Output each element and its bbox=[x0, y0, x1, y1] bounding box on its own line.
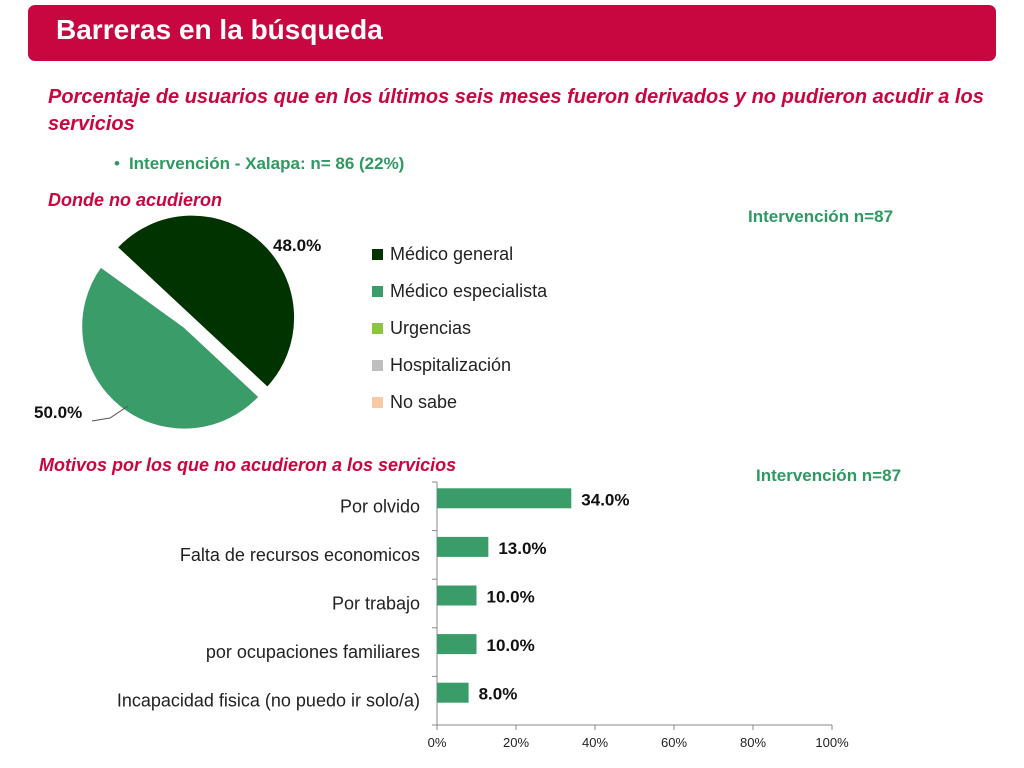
chart-subtitle: Porcentaje de usuarios que en los último… bbox=[48, 86, 984, 135]
pie-label-medico-especialista: 48.0% bbox=[273, 236, 322, 255]
legend-item-medico-especialista: Médico especialista bbox=[372, 273, 547, 310]
bullet-icon: • bbox=[114, 154, 120, 173]
legend-label: Urgencias bbox=[390, 318, 472, 338]
x-tick-label: 100% bbox=[815, 735, 849, 750]
bar-category-label: Falta de recursos economicos bbox=[180, 545, 420, 565]
bar-category-label: Incapacidad fisica (no puedo ir solo/a) bbox=[117, 691, 420, 711]
bar-por-olvido bbox=[437, 488, 572, 509]
sample-size-text: Intervención - Xalapa: n= 86 (22%) bbox=[128, 154, 405, 173]
pie-section-title: Donde no acudieron bbox=[48, 190, 223, 210]
pie-slice-medico-especialista bbox=[80, 264, 261, 431]
legend-item-hospitalizacion: Hospitalización bbox=[372, 347, 547, 384]
legend-swatch bbox=[372, 286, 383, 297]
header-bar bbox=[28, 5, 996, 61]
bar-category-label: Por olvido bbox=[340, 496, 420, 516]
bar-n-label: Intervención n=87 bbox=[756, 466, 902, 485]
pie-slice-medico-general bbox=[115, 213, 296, 390]
bar-section-title: Motivos por los que no acudieron a los s… bbox=[39, 455, 457, 475]
legend-item-medico-general: Médico general bbox=[372, 236, 547, 273]
legend-label: Médico general bbox=[390, 244, 514, 264]
bar-value-label: 10.0% bbox=[487, 588, 535, 607]
bar-value-label: 34.0% bbox=[581, 490, 629, 509]
x-tick-label: 80% bbox=[740, 735, 766, 750]
bar-incapacidad-fisica-no-puedo-ir-solo-a bbox=[437, 682, 469, 703]
x-tick-label: 60% bbox=[661, 735, 687, 750]
bar-value-label: 13.0% bbox=[498, 539, 546, 558]
legend-item-no-sabe: No sabe bbox=[372, 384, 547, 421]
legend-label: No sabe bbox=[390, 392, 458, 412]
bar-value-label: 10.0% bbox=[487, 636, 535, 655]
legend-swatch bbox=[372, 249, 383, 260]
bar-category-label: por ocupaciones familiares bbox=[206, 642, 420, 662]
bar-category-label: Por trabajo bbox=[332, 594, 420, 614]
x-tick-label: 40% bbox=[582, 735, 608, 750]
x-tick-label: 0% bbox=[428, 735, 447, 750]
bar-por-trabajo bbox=[437, 585, 477, 606]
legend-item-urgencias: Urgencias bbox=[372, 310, 547, 347]
sample-size-note: • Intervención - Xalapa: n= 86 (22%) bbox=[114, 154, 404, 174]
pie-label-medico-general: 50.0% bbox=[34, 403, 83, 422]
legend-label: Hospitalización bbox=[390, 355, 512, 375]
bar-falta-de-recursos-economicos bbox=[437, 536, 489, 557]
legend-label: Médico especialista bbox=[390, 281, 548, 301]
bar-por-ocupaciones-familiares bbox=[437, 634, 477, 655]
pie-n-label: Intervención n=87 bbox=[748, 207, 894, 226]
legend-swatch bbox=[372, 323, 383, 334]
pie-legend: Médico general Médico especialista Urgen… bbox=[372, 236, 547, 421]
page-title: Barreras en la búsqueda bbox=[56, 14, 383, 45]
legend-swatch bbox=[372, 360, 383, 371]
pie-leader-line bbox=[91, 405, 129, 422]
legend-swatch bbox=[372, 397, 383, 408]
x-tick-label: 20% bbox=[503, 735, 529, 750]
bar-value-label: 8.0% bbox=[479, 685, 518, 704]
